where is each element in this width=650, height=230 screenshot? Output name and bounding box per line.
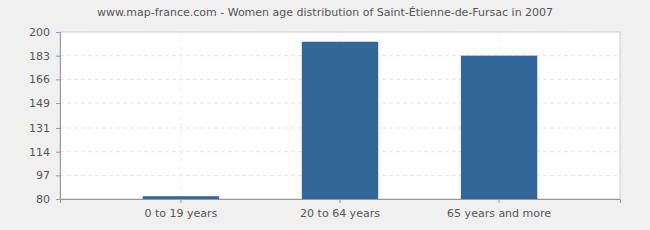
y-tick-mark [56, 199, 60, 200]
y-tick-label: 97 [36, 169, 50, 182]
chart: www.map-france.com - Women age distribut… [0, 0, 650, 230]
bars [143, 42, 538, 199]
y-tick-mark [56, 128, 60, 129]
y-axis-line [56, 33, 61, 200]
background [0, 0, 650, 230]
y-axis: 80 97 114 131 149 166 183 200 [29, 26, 61, 206]
grid-line-x [180, 32, 181, 199]
y-tick: 166 [29, 73, 60, 86]
plot-area [60, 32, 620, 199]
y-tick: 200 [29, 26, 60, 39]
y-tick-label: 200 [29, 26, 50, 39]
y-tick-label: 80 [36, 193, 50, 206]
y-tick-mark [56, 56, 60, 57]
title: www.map-france.com - Women age distribut… [97, 6, 553, 19]
y-tick-mark [56, 32, 60, 33]
x-tick-mark [180, 199, 181, 203]
y-tick: 131 [29, 122, 60, 135]
x-tick-label: 65 years and more [447, 207, 551, 220]
plot: 80 97 114 131 149 166 183 200 0 to 19 years 20 to… [29, 26, 621, 220]
x-axis: 0 to 19 years 20 to 64 years 65 years and … [61, 199, 621, 220]
y-tick: 80 [36, 193, 60, 206]
x-tick-label: 0 to 19 years [145, 207, 218, 220]
y-tick-label: 149 [29, 97, 50, 110]
y-tick-label: 114 [29, 146, 50, 159]
y-tick-mark [56, 103, 60, 104]
y-tick-mark [56, 79, 60, 80]
y-tick-label: 183 [29, 50, 50, 63]
x-tick: 0 to 19 years [145, 199, 218, 220]
x-tick-mark [499, 199, 500, 203]
y-tick: 97 [36, 169, 60, 182]
y-tick: 183 [29, 50, 60, 63]
bar [302, 42, 378, 199]
grid [60, 32, 620, 199]
y-tick: 149 [29, 97, 60, 110]
x-tick: 20 to 64 years [300, 199, 380, 220]
y-tick: 114 [29, 146, 60, 159]
bar [461, 56, 537, 199]
x-tick-label: 20 to 64 years [300, 207, 380, 220]
y-tick-label: 166 [29, 73, 50, 86]
y-tick-label: 131 [29, 122, 50, 135]
y-tick-mark [56, 152, 60, 153]
x-axis-line [61, 200, 621, 204]
x-tick-mark [340, 199, 341, 203]
x-tick: 65 years and more [447, 199, 551, 220]
bar [143, 196, 219, 199]
y-tick-mark [56, 175, 60, 176]
